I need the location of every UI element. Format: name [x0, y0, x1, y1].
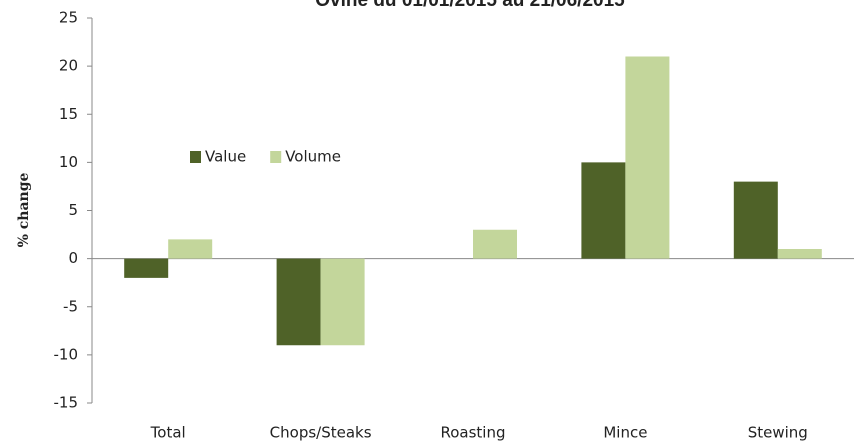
bar [625, 56, 670, 259]
bar [276, 258, 321, 346]
y-tick-label: 0 [68, 249, 78, 267]
x-tick-label: Mince [603, 424, 647, 442]
y-tick-label: 15 [59, 105, 78, 123]
bar [124, 258, 169, 278]
bar [320, 258, 365, 346]
y-tick-label: -15 [54, 394, 79, 412]
y-tick-label: 25 [59, 9, 78, 27]
legend-swatch [190, 151, 201, 163]
y-tick-label: 10 [59, 153, 78, 171]
y-tick-label: -5 [63, 297, 78, 315]
x-tick-label: Stewing [748, 424, 808, 442]
legend-swatch [270, 151, 282, 163]
bar [581, 162, 626, 259]
x-tick-label: Total [150, 424, 186, 442]
bar [777, 249, 822, 259]
legend-label: Volume [285, 148, 341, 166]
bar [473, 229, 517, 259]
bar [168, 239, 213, 259]
chart-title: Ovine du 01/01/2015 au 21/06/2015 [315, 0, 625, 11]
legend-label: Value [205, 148, 246, 166]
bar [733, 181, 778, 259]
y-tick-label: 20 [59, 57, 78, 75]
x-tick-label: Roasting [440, 424, 505, 442]
y-axis-label: % change [16, 172, 32, 247]
y-tick-label: -10 [54, 345, 79, 363]
y-tick-label: 5 [68, 201, 78, 219]
x-tick-label: Chops/Steaks [270, 424, 372, 442]
